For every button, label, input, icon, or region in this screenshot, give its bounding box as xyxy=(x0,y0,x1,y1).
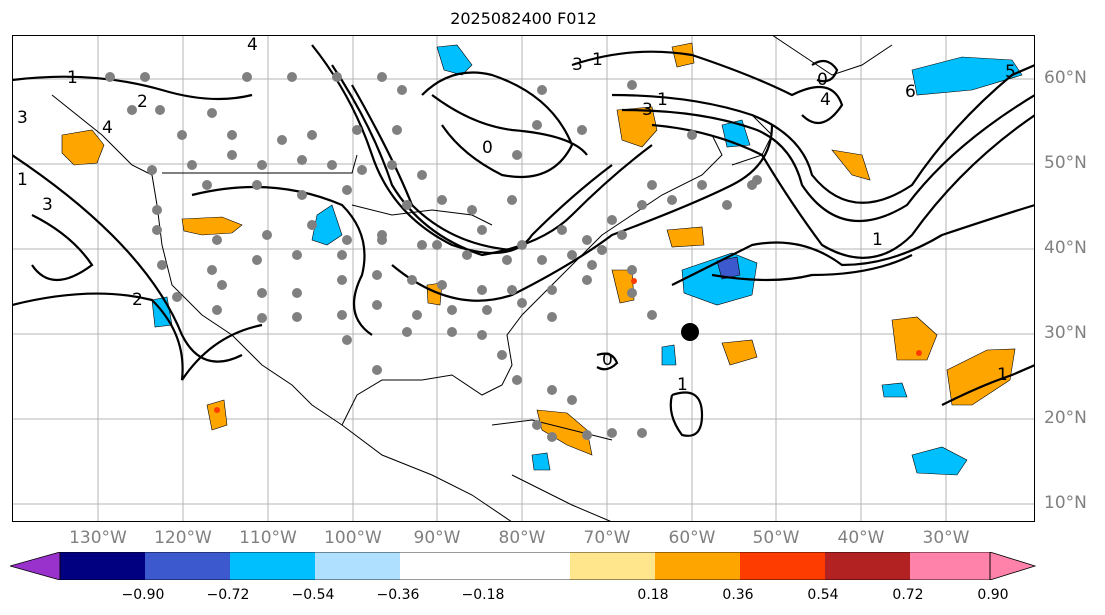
lat-label: 20°N xyxy=(1044,408,1087,428)
contour-label: 0 xyxy=(817,70,828,90)
map-panel: 1 1 2 3 3 2 4 3 3 4 0 1 1 1 5 6 4 0 0 1 … xyxy=(12,35,1035,522)
colorbar-tick: −0.18 xyxy=(461,587,505,603)
lon-label: 80°W xyxy=(498,528,546,548)
contour-label: 0 xyxy=(482,138,493,158)
colorbar-tick: 0.36 xyxy=(722,587,754,603)
contour-label: 1 xyxy=(872,230,883,250)
contour-label: 4 xyxy=(102,118,113,138)
colorbar-tick: −0.54 xyxy=(291,587,335,603)
contour-label: 4 xyxy=(820,90,831,110)
colorbar-extend-high xyxy=(989,552,1037,580)
contour-label: 1 xyxy=(677,375,688,395)
storm-center-marker xyxy=(681,323,699,341)
lon-label: 30°W xyxy=(922,528,970,548)
lon-label: 50°W xyxy=(752,528,800,548)
lon-label: 110°W xyxy=(239,528,297,548)
colorbar-tick: −0.72 xyxy=(206,587,250,603)
lon-label: 100°W xyxy=(324,528,382,548)
anomaly-shading xyxy=(61,42,1023,476)
contour-label: 0 xyxy=(602,350,613,370)
contour-label: 1 xyxy=(657,90,668,110)
contour-label: 1 xyxy=(997,365,1008,385)
colorbar xyxy=(10,552,1037,580)
colorbar-extend-low xyxy=(10,552,61,580)
lon-label: 70°W xyxy=(583,528,631,548)
colorbar-tick: 0.54 xyxy=(807,587,839,603)
contour-label: 1 xyxy=(592,50,603,70)
lon-label: 120°W xyxy=(154,528,212,548)
contour-label: 3 xyxy=(42,195,53,215)
lat-label: 10°N xyxy=(1044,493,1087,513)
contour-label: 2 xyxy=(137,92,148,112)
colorbar-tick: 0.90 xyxy=(977,587,1009,603)
lat-label: 60°N xyxy=(1044,68,1087,88)
contour-label: 3 xyxy=(17,108,28,128)
lon-label: 90°W xyxy=(413,528,461,548)
contour-label: 3 xyxy=(572,55,583,75)
lon-label: 130°W xyxy=(69,528,127,548)
contour-label: 6 xyxy=(905,82,916,102)
contour-label: 4 xyxy=(247,35,258,55)
colorbar-tick: 0.72 xyxy=(892,587,924,603)
contour-label: 2 xyxy=(132,290,143,310)
contour-label: 1 xyxy=(67,68,78,88)
contours xyxy=(12,44,1035,437)
lat-label: 50°N xyxy=(1044,153,1087,173)
contour-labels: 1 1 2 3 3 2 4 3 3 4 0 1 1 1 5 6 4 0 0 1 … xyxy=(17,35,1016,395)
contour-label: 5 xyxy=(1005,62,1016,82)
contour-label: 3 xyxy=(642,100,653,120)
colorbar-tick: −0.36 xyxy=(376,587,420,603)
lat-label: 40°N xyxy=(1044,238,1087,258)
station-dots xyxy=(105,72,762,442)
contour-label: 1 xyxy=(17,170,28,190)
colorbar-tick: 0.18 xyxy=(637,587,669,603)
map-title: 2025082400 F012 xyxy=(450,9,597,28)
lon-label: 60°W xyxy=(668,528,716,548)
lat-label: 30°N xyxy=(1044,323,1087,343)
lon-label: 40°W xyxy=(837,528,885,548)
colorbar-tick: −0.90 xyxy=(121,587,165,603)
